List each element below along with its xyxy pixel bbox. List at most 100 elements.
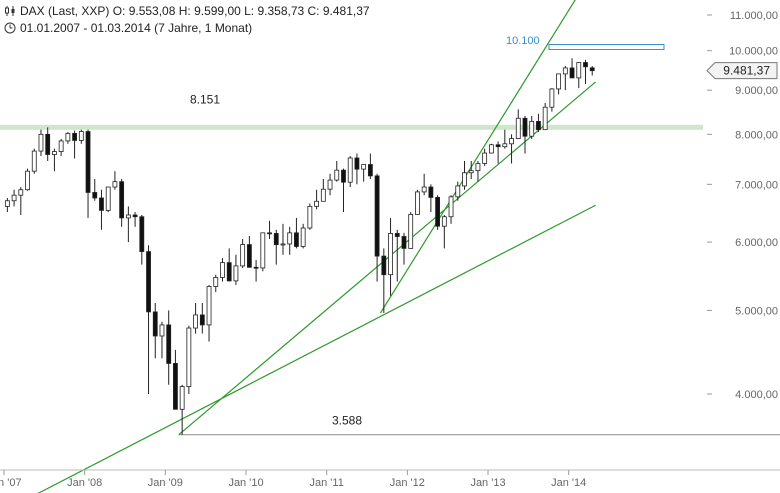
candle	[536, 113, 541, 132]
candle	[421, 173, 427, 196]
candle	[213, 274, 219, 293]
candle	[132, 212, 138, 227]
candle	[448, 195, 454, 224]
candle	[408, 212, 414, 249]
candle	[576, 62, 582, 89]
candle	[401, 232, 407, 265]
candle	[52, 148, 57, 172]
candle	[92, 179, 98, 201]
candle	[549, 88, 555, 112]
candle	[152, 302, 158, 359]
trendlines-layer	[37, 0, 596, 493]
candle	[45, 127, 51, 161]
candle	[240, 238, 246, 268]
candle	[85, 129, 91, 218]
candle	[455, 181, 461, 201]
candle	[166, 310, 172, 385]
candle	[38, 129, 44, 157]
candle	[193, 302, 198, 334]
candle	[199, 302, 205, 334]
range-header: 01.01.2007 - 01.03.2014 (7 Jahre, 1 Mona…	[4, 21, 252, 35]
candle	[529, 116, 535, 140]
candle	[334, 160, 340, 182]
candle	[31, 148, 37, 174]
instrument-header: DAX (Last, XXP) O: 9.553,08 H: 9.599,00 …	[4, 4, 370, 18]
y-tick-label: 5.000,00	[735, 305, 778, 317]
candle	[327, 173, 333, 196]
candle	[583, 59, 588, 84]
candle	[159, 321, 165, 359]
y-tick-label: 8.000,00	[735, 129, 778, 141]
candle	[112, 171, 118, 190]
candle	[179, 384, 185, 435]
candle	[435, 195, 441, 230]
candle	[25, 168, 30, 191]
candle	[569, 58, 575, 79]
label-10100: 10.100	[506, 35, 540, 47]
y-tick-label: 7.000,00	[735, 179, 778, 191]
candle	[488, 143, 494, 154]
candle	[99, 189, 104, 230]
candle	[388, 217, 393, 296]
candle	[495, 141, 501, 164]
candle	[475, 160, 481, 182]
candle	[78, 129, 84, 144]
x-tick-label: Jan '13	[470, 477, 505, 489]
candle	[341, 168, 346, 213]
resistance-zone-8151	[0, 124, 703, 130]
candle	[307, 203, 313, 230]
candle	[173, 349, 178, 410]
candle	[428, 184, 434, 213]
candle	[381, 248, 387, 314]
candle	[515, 109, 521, 140]
candle	[562, 66, 568, 91]
y-tick-label: 4.000,00	[735, 389, 778, 401]
candle	[260, 232, 266, 272]
candle	[233, 254, 239, 286]
y-tick-label: 9.000,00	[735, 85, 778, 97]
label-3588: 3.588	[332, 414, 362, 428]
candle	[374, 173, 380, 282]
candles-layer	[4, 58, 595, 435]
axes-layer: 11.000,00 10.000,00 9.000,00 8.000,00 7.000,…	[0, 10, 780, 489]
candle	[72, 130, 77, 159]
trendline-shallow	[37, 204, 596, 493]
trendline-steep	[379, 0, 576, 314]
candle	[468, 160, 474, 180]
x-tick-label: Jan '10	[228, 477, 263, 489]
candle	[300, 223, 306, 249]
candle	[320, 179, 326, 202]
label-8151: 8.151	[190, 92, 220, 106]
candle	[146, 245, 151, 394]
x-tick-label: Jan '07	[0, 477, 22, 489]
candle	[542, 102, 548, 131]
y-tick-label: 10.000,00	[729, 46, 778, 58]
ohlc-line: DAX (Last, XXP) O: 9.553,08 H: 9.599,00 …	[20, 4, 370, 18]
candle	[441, 214, 447, 249]
candle	[18, 187, 24, 215]
candle	[415, 189, 420, 215]
date-range: 01.01.2007 - 01.03.2014 (7 Jahre, 1 Mona…	[20, 21, 253, 35]
zones-layer: 8.151 3.588 10.100	[0, 35, 780, 436]
candle	[125, 206, 131, 243]
candle	[347, 156, 353, 188]
candle	[253, 259, 259, 282]
x-tick-label: Jan '08	[67, 477, 102, 489]
candle	[294, 217, 299, 249]
candle	[11, 189, 17, 207]
candle	[58, 139, 64, 157]
candlestick-icon	[5, 6, 15, 16]
candle	[186, 325, 192, 394]
candle	[589, 66, 595, 76]
x-tick-label: Jan '12	[390, 477, 425, 489]
candle	[361, 164, 367, 182]
candle	[267, 220, 272, 239]
target-zone-10100	[548, 43, 665, 50]
candle	[65, 131, 71, 144]
candle	[482, 148, 488, 167]
x-tick-label: Jan '14	[551, 477, 586, 489]
last-price-tag	[706, 62, 778, 80]
last-price-label: 9.481,37	[723, 64, 770, 78]
candle	[246, 235, 252, 268]
